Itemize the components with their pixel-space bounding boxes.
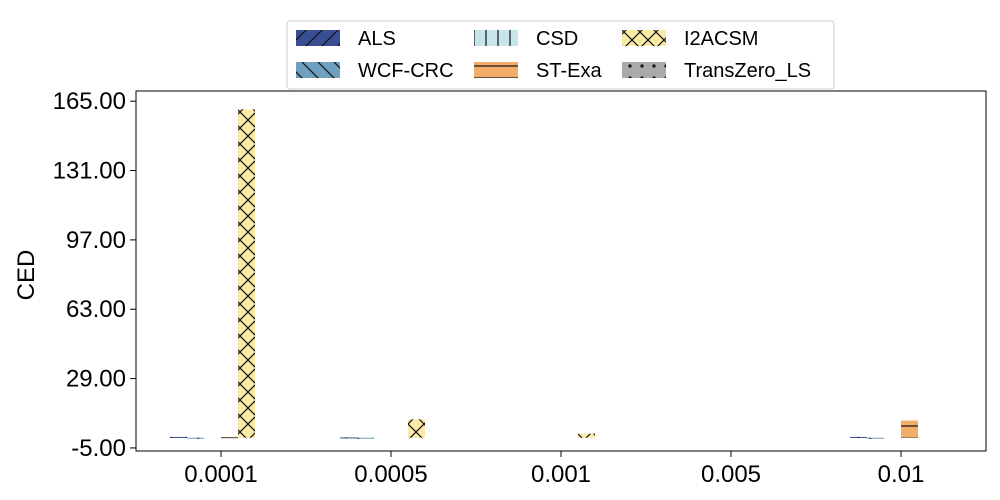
legend-label-wcf-crc: WCF-CRC bbox=[358, 60, 454, 82]
y-tick-label: 165.00 bbox=[53, 88, 126, 115]
legend-swatch-als-hatch bbox=[296, 30, 340, 46]
legend-label-i2acsm: I2ACSM bbox=[684, 28, 758, 50]
legend-label-st-exa: ST-Exa bbox=[536, 60, 602, 82]
legend-frame bbox=[286, 20, 835, 90]
y-axis: -5.00 29.00 63.00 97.00 131.00 165.00 bbox=[53, 88, 136, 462]
y-tick-label: 131.00 bbox=[53, 158, 126, 185]
bar-st-exa-0.0001-hatch bbox=[221, 437, 238, 439]
y-tick-label: -5.00 bbox=[71, 435, 126, 462]
x-tick-label: 0.0005 bbox=[354, 461, 427, 488]
legend-swatch-csd-hatch bbox=[474, 30, 518, 46]
x-tick-label: 0.005 bbox=[701, 461, 761, 488]
legend-label-als: ALS bbox=[358, 28, 396, 50]
bar-als-0.01-hatch bbox=[850, 436, 867, 438]
legend-swatch-wcf-crc-hatch bbox=[296, 62, 340, 78]
legend-swatch-i2acsm-hatch bbox=[622, 30, 666, 46]
plot-area-frame bbox=[135, 90, 987, 452]
y-tick-label: 63.00 bbox=[66, 296, 126, 323]
x-tick-label: 0.01 bbox=[878, 461, 925, 488]
bar-wcf-crc-0.01-hatch bbox=[867, 437, 884, 439]
x-tick-label: 0.0001 bbox=[184, 461, 257, 488]
x-tick-label: 0.001 bbox=[531, 461, 591, 488]
bar-als-0.0001-hatch bbox=[170, 436, 187, 438]
bar-st-exa-0.01-hatch bbox=[901, 420, 918, 438]
bar-als-0.0005-hatch bbox=[340, 437, 357, 439]
legend-label-transzero-ls: TransZero_LS bbox=[684, 60, 811, 82]
y-tick-label: 97.00 bbox=[66, 227, 126, 254]
bar-i2acsm-0.0001-hatch bbox=[238, 109, 255, 438]
y-axis-title: CED bbox=[13, 250, 40, 301]
legend-label-csd: CSD bbox=[536, 28, 578, 50]
bars bbox=[170, 109, 918, 439]
legend-swatch-transzero-ls-hatch bbox=[622, 62, 666, 78]
bar-wcf-crc-0.0005-hatch bbox=[357, 437, 374, 439]
bar-wcf-crc-0.0001-hatch bbox=[187, 437, 204, 439]
bar-i2acsm-0.001-hatch bbox=[578, 433, 595, 438]
bar-i2acsm-0.0005-hatch bbox=[408, 419, 425, 438]
y-tick-label: 29.00 bbox=[66, 366, 126, 393]
legend-swatch-st-exa-hatch bbox=[474, 62, 518, 78]
x-axis: 0.0001 0.0005 0.001 0.005 0.01 bbox=[184, 451, 924, 488]
legend: ALS WCF-CRC CSD ST-Exa I2ACSM TransZero_LS bbox=[286, 20, 835, 90]
